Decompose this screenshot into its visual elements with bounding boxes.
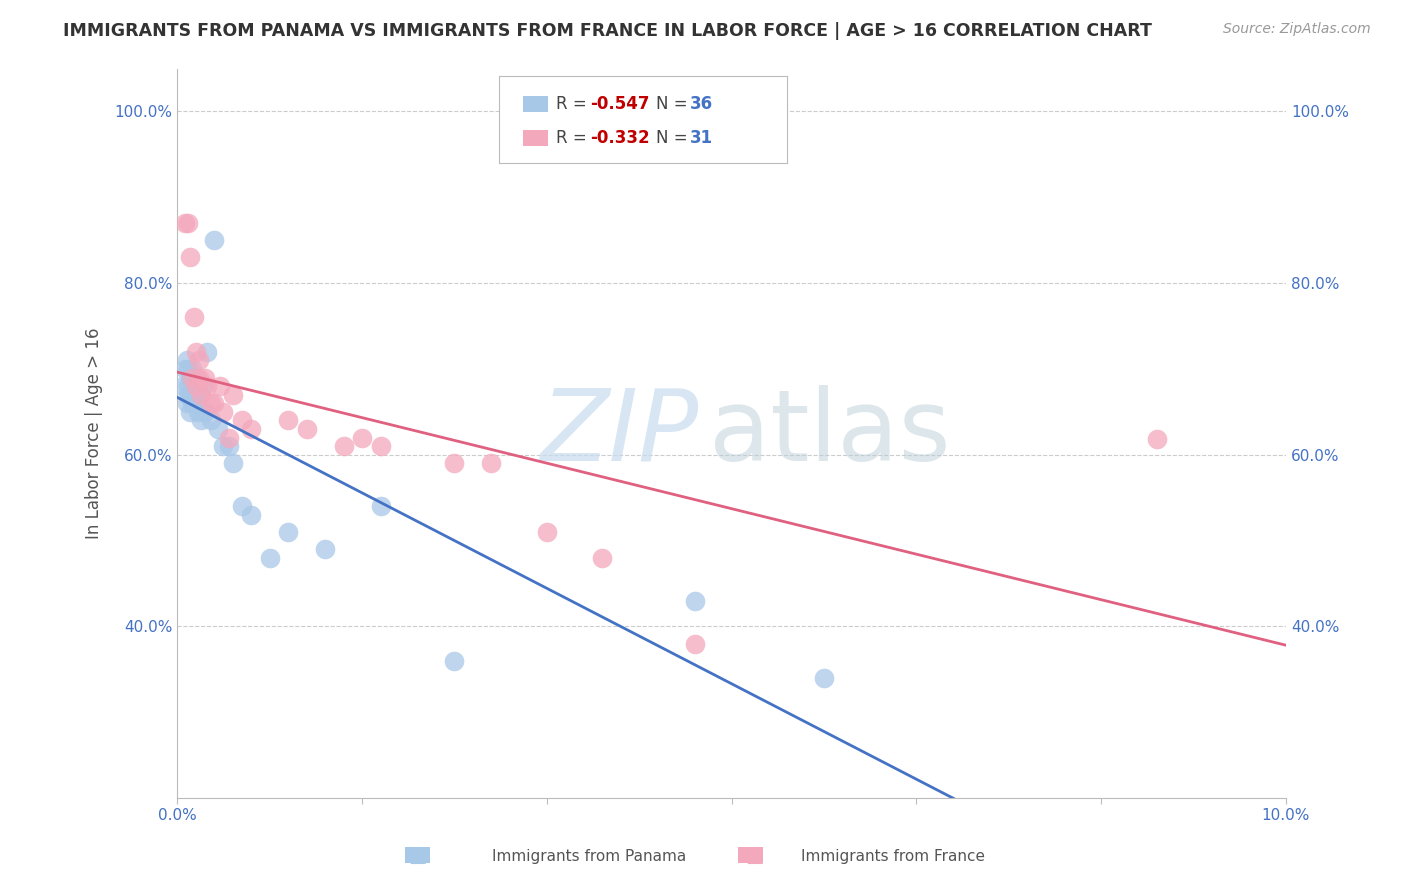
Point — [194, 405, 217, 419]
Text: 36: 36 — [689, 95, 713, 112]
Y-axis label: In Labor Force | Age > 16: In Labor Force | Age > 16 — [86, 327, 103, 539]
Point — [259, 550, 281, 565]
Text: ZIP: ZIP — [540, 384, 699, 482]
Text: N =: N = — [657, 95, 693, 112]
Point — [222, 387, 245, 401]
Point — [176, 396, 198, 410]
Text: Immigrants from Panama: Immigrants from Panama — [492, 849, 686, 863]
Point — [202, 233, 225, 247]
Point — [188, 370, 211, 384]
Point — [208, 379, 231, 393]
Point — [181, 362, 204, 376]
Point — [195, 379, 218, 393]
Point — [683, 593, 706, 607]
Point — [314, 542, 336, 557]
Point — [184, 370, 207, 384]
Point — [188, 353, 211, 368]
Point — [177, 387, 200, 401]
Point — [212, 405, 235, 419]
Point — [173, 216, 195, 230]
Point — [184, 344, 207, 359]
Point — [184, 379, 207, 393]
Point — [591, 550, 613, 565]
Text: □: □ — [408, 847, 426, 866]
Point — [184, 396, 207, 410]
Text: Source: ZipAtlas.com: Source: ZipAtlas.com — [1223, 22, 1371, 37]
Point — [177, 216, 200, 230]
Point — [181, 396, 204, 410]
Point — [207, 422, 229, 436]
Point — [332, 439, 354, 453]
Point — [240, 422, 263, 436]
Point — [191, 379, 214, 393]
Point — [443, 456, 465, 470]
Point — [443, 654, 465, 668]
Point — [683, 636, 706, 650]
Point — [179, 251, 201, 265]
Point — [183, 310, 205, 325]
Text: R =: R = — [557, 95, 592, 112]
Text: R =: R = — [557, 128, 592, 147]
Point — [188, 387, 211, 401]
Point — [190, 387, 212, 401]
Text: -0.547: -0.547 — [589, 95, 650, 112]
Point — [200, 396, 222, 410]
Text: □: □ — [745, 847, 763, 866]
FancyBboxPatch shape — [523, 95, 547, 112]
Point — [179, 405, 201, 419]
Point — [212, 439, 235, 453]
Point — [177, 362, 200, 376]
Point — [177, 379, 200, 393]
Point — [176, 353, 198, 368]
Point — [370, 500, 392, 514]
Point — [813, 671, 835, 685]
Point — [181, 370, 204, 384]
Point — [173, 362, 195, 376]
Point — [231, 500, 253, 514]
Point — [231, 413, 253, 427]
Point — [370, 439, 392, 453]
FancyBboxPatch shape — [523, 130, 547, 146]
Text: atlas: atlas — [710, 384, 950, 482]
Point — [218, 431, 240, 445]
Point — [277, 413, 299, 427]
Text: Immigrants from France: Immigrants from France — [801, 849, 986, 863]
Point — [1146, 432, 1168, 446]
Point — [190, 413, 212, 427]
Point — [195, 344, 218, 359]
Point — [240, 508, 263, 522]
Point — [183, 379, 205, 393]
Point — [536, 524, 558, 539]
Point — [277, 524, 299, 539]
Text: N =: N = — [657, 128, 693, 147]
Point — [218, 439, 240, 453]
Text: 31: 31 — [689, 128, 713, 147]
Point — [200, 413, 222, 427]
Point — [481, 456, 503, 470]
FancyBboxPatch shape — [499, 76, 787, 163]
Point — [179, 387, 201, 401]
Text: IMMIGRANTS FROM PANAMA VS IMMIGRANTS FROM FRANCE IN LABOR FORCE | AGE > 16 CORRE: IMMIGRANTS FROM PANAMA VS IMMIGRANTS FRO… — [63, 22, 1152, 40]
Point — [295, 422, 318, 436]
Point — [352, 431, 374, 445]
Point — [172, 379, 194, 393]
Point — [187, 405, 209, 419]
Point — [179, 370, 201, 384]
Point — [194, 370, 217, 384]
Point — [202, 396, 225, 410]
Text: -0.332: -0.332 — [589, 128, 650, 147]
Point — [222, 456, 245, 470]
